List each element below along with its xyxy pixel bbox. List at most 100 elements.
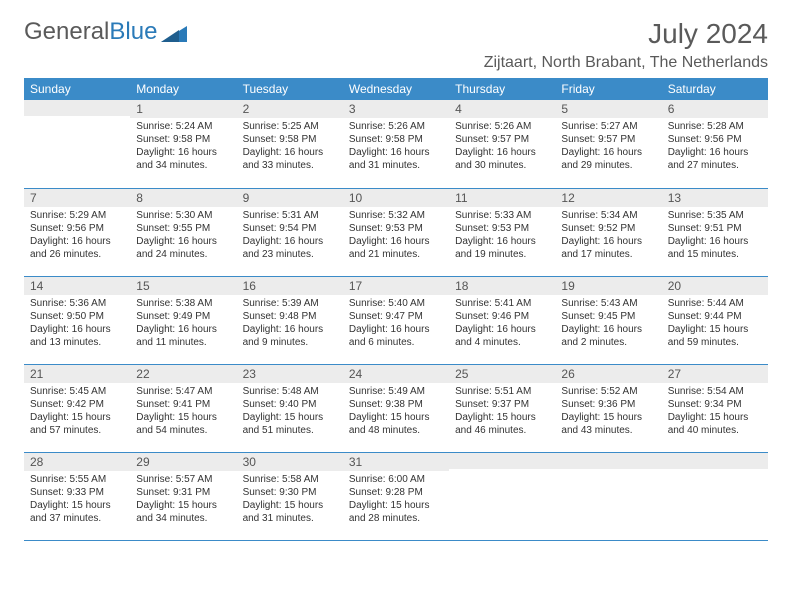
day-details: Sunrise: 5:48 AMSunset: 9:40 PMDaylight:…	[237, 383, 343, 441]
calendar-cell: 1Sunrise: 5:24 AMSunset: 9:58 PMDaylight…	[130, 100, 236, 188]
weekday-row: Sunday Monday Tuesday Wednesday Thursday…	[24, 78, 768, 100]
calendar-cell: 18Sunrise: 5:41 AMSunset: 9:46 PMDayligh…	[449, 276, 555, 364]
sunset: Sunset: 9:56 PM	[668, 133, 762, 146]
day-number: 4	[449, 100, 555, 118]
calendar-cell: 12Sunrise: 5:34 AMSunset: 9:52 PMDayligh…	[555, 188, 661, 276]
sunrise: Sunrise: 5:31 AM	[243, 209, 337, 222]
sunset: Sunset: 9:30 PM	[243, 486, 337, 499]
day-details: Sunrise: 5:49 AMSunset: 9:38 PMDaylight:…	[343, 383, 449, 441]
day-details: Sunrise: 5:44 AMSunset: 9:44 PMDaylight:…	[662, 295, 768, 353]
daylight: Daylight: 16 hours and 33 minutes.	[243, 146, 337, 172]
daylight: Daylight: 15 hours and 43 minutes.	[561, 411, 655, 437]
sunset: Sunset: 9:37 PM	[455, 398, 549, 411]
day-number: 27	[662, 365, 768, 383]
calendar-cell: 19Sunrise: 5:43 AMSunset: 9:45 PMDayligh…	[555, 276, 661, 364]
daylight: Daylight: 16 hours and 4 minutes.	[455, 323, 549, 349]
sunrise: Sunrise: 5:26 AM	[349, 120, 443, 133]
calendar-cell: 30Sunrise: 5:58 AMSunset: 9:30 PMDayligh…	[237, 452, 343, 540]
calendar-cell: 31Sunrise: 6:00 AMSunset: 9:28 PMDayligh…	[343, 452, 449, 540]
day-details: Sunrise: 5:52 AMSunset: 9:36 PMDaylight:…	[555, 383, 661, 441]
sunset: Sunset: 9:54 PM	[243, 222, 337, 235]
sunrise: Sunrise: 5:33 AM	[455, 209, 549, 222]
header: GeneralBlue July 2024 Zijtaart, North Br…	[24, 18, 768, 72]
day-details: Sunrise: 5:32 AMSunset: 9:53 PMDaylight:…	[343, 207, 449, 265]
day-number: 20	[662, 277, 768, 295]
calendar-cell: 29Sunrise: 5:57 AMSunset: 9:31 PMDayligh…	[130, 452, 236, 540]
calendar-row: 1Sunrise: 5:24 AMSunset: 9:58 PMDaylight…	[24, 100, 768, 188]
daylight: Daylight: 16 hours and 19 minutes.	[455, 235, 549, 261]
calendar-cell: 11Sunrise: 5:33 AMSunset: 9:53 PMDayligh…	[449, 188, 555, 276]
sunset: Sunset: 9:28 PM	[349, 486, 443, 499]
sunset: Sunset: 9:41 PM	[136, 398, 230, 411]
day-details: Sunrise: 5:45 AMSunset: 9:42 PMDaylight:…	[24, 383, 130, 441]
daylight: Daylight: 15 hours and 48 minutes.	[349, 411, 443, 437]
day-number: 26	[555, 365, 661, 383]
day-details: Sunrise: 5:43 AMSunset: 9:45 PMDaylight:…	[555, 295, 661, 353]
sunset: Sunset: 9:55 PM	[136, 222, 230, 235]
day-number: 3	[343, 100, 449, 118]
weekday-header: Saturday	[662, 78, 768, 100]
sunrise: Sunrise: 5:25 AM	[243, 120, 337, 133]
sunset: Sunset: 9:33 PM	[30, 486, 124, 499]
sunrise: Sunrise: 5:41 AM	[455, 297, 549, 310]
calendar-row: 14Sunrise: 5:36 AMSunset: 9:50 PMDayligh…	[24, 276, 768, 364]
sunset: Sunset: 9:53 PM	[349, 222, 443, 235]
weekday-header: Tuesday	[237, 78, 343, 100]
day-details: Sunrise: 5:55 AMSunset: 9:33 PMDaylight:…	[24, 471, 130, 529]
day-details: Sunrise: 5:31 AMSunset: 9:54 PMDaylight:…	[237, 207, 343, 265]
calendar-cell: 6Sunrise: 5:28 AMSunset: 9:56 PMDaylight…	[662, 100, 768, 188]
daylight: Daylight: 16 hours and 21 minutes.	[349, 235, 443, 261]
weekday-header: Monday	[130, 78, 236, 100]
calendar-cell: 26Sunrise: 5:52 AMSunset: 9:36 PMDayligh…	[555, 364, 661, 452]
daylight: Daylight: 16 hours and 29 minutes.	[561, 146, 655, 172]
weekday-header: Thursday	[449, 78, 555, 100]
calendar-cell: 4Sunrise: 5:26 AMSunset: 9:57 PMDaylight…	[449, 100, 555, 188]
sunrise: Sunrise: 5:47 AM	[136, 385, 230, 398]
day-details: Sunrise: 5:24 AMSunset: 9:58 PMDaylight:…	[130, 118, 236, 176]
day-number: 11	[449, 189, 555, 207]
calendar-cell: 20Sunrise: 5:44 AMSunset: 9:44 PMDayligh…	[662, 276, 768, 364]
day-number: 2	[237, 100, 343, 118]
calendar-cell	[555, 452, 661, 540]
day-number	[24, 100, 130, 116]
day-number: 31	[343, 453, 449, 471]
daylight: Daylight: 16 hours and 15 minutes.	[668, 235, 762, 261]
day-details: Sunrise: 5:34 AMSunset: 9:52 PMDaylight:…	[555, 207, 661, 265]
calendar-cell: 13Sunrise: 5:35 AMSunset: 9:51 PMDayligh…	[662, 188, 768, 276]
weekday-header: Friday	[555, 78, 661, 100]
daylight: Daylight: 16 hours and 23 minutes.	[243, 235, 337, 261]
daylight: Daylight: 15 hours and 59 minutes.	[668, 323, 762, 349]
sunset: Sunset: 9:52 PM	[561, 222, 655, 235]
sunrise: Sunrise: 5:29 AM	[30, 209, 124, 222]
sunrise: Sunrise: 5:52 AM	[561, 385, 655, 398]
weekday-header: Sunday	[24, 78, 130, 100]
calendar-cell	[24, 100, 130, 188]
calendar-cell: 15Sunrise: 5:38 AMSunset: 9:49 PMDayligh…	[130, 276, 236, 364]
daylight: Daylight: 16 hours and 11 minutes.	[136, 323, 230, 349]
sunset: Sunset: 9:47 PM	[349, 310, 443, 323]
sunrise: Sunrise: 5:27 AM	[561, 120, 655, 133]
daylight: Daylight: 15 hours and 51 minutes.	[243, 411, 337, 437]
day-number: 19	[555, 277, 661, 295]
sunrise: Sunrise: 5:34 AM	[561, 209, 655, 222]
sunset: Sunset: 9:36 PM	[561, 398, 655, 411]
day-details: Sunrise: 5:36 AMSunset: 9:50 PMDaylight:…	[24, 295, 130, 353]
day-details: Sunrise: 5:39 AMSunset: 9:48 PMDaylight:…	[237, 295, 343, 353]
sunset: Sunset: 9:51 PM	[668, 222, 762, 235]
day-details: Sunrise: 5:58 AMSunset: 9:30 PMDaylight:…	[237, 471, 343, 529]
calendar-cell: 9Sunrise: 5:31 AMSunset: 9:54 PMDaylight…	[237, 188, 343, 276]
calendar-row: 21Sunrise: 5:45 AMSunset: 9:42 PMDayligh…	[24, 364, 768, 452]
sunset: Sunset: 9:42 PM	[30, 398, 124, 411]
day-number	[449, 453, 555, 469]
sunrise: Sunrise: 5:57 AM	[136, 473, 230, 486]
daylight: Daylight: 16 hours and 9 minutes.	[243, 323, 337, 349]
day-number: 5	[555, 100, 661, 118]
daylight: Daylight: 16 hours and 24 minutes.	[136, 235, 230, 261]
sunset: Sunset: 9:56 PM	[30, 222, 124, 235]
day-details: Sunrise: 5:29 AMSunset: 9:56 PMDaylight:…	[24, 207, 130, 265]
sunset: Sunset: 9:58 PM	[349, 133, 443, 146]
day-number: 28	[24, 453, 130, 471]
day-number: 21	[24, 365, 130, 383]
weekday-header: Wednesday	[343, 78, 449, 100]
day-details: Sunrise: 5:26 AMSunset: 9:58 PMDaylight:…	[343, 118, 449, 176]
